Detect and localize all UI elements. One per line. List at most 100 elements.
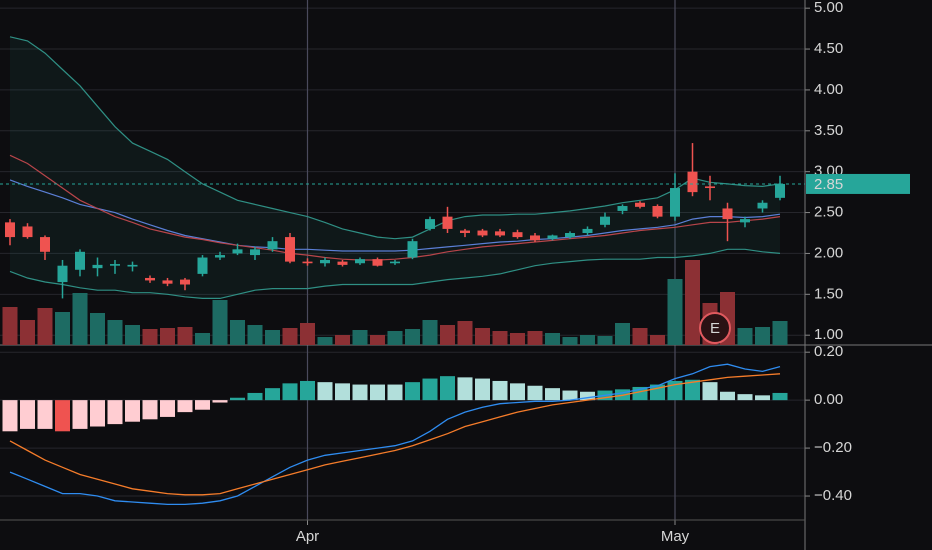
candle-body	[740, 219, 750, 223]
volume-bar	[177, 327, 193, 345]
volume-bar	[527, 331, 543, 345]
histogram-bar	[160, 400, 175, 417]
volume-bar	[55, 312, 70, 345]
histogram-bar	[2, 400, 18, 432]
candle-body	[180, 279, 190, 285]
event-label: E	[710, 320, 720, 337]
candle-body	[250, 249, 260, 256]
y-tick-label: −0.20	[814, 439, 852, 456]
histogram-bar	[440, 376, 455, 401]
volume-bar	[265, 330, 280, 345]
candle-body	[425, 219, 435, 229]
candle-body	[22, 226, 33, 238]
volume-bar	[737, 328, 753, 345]
candle-body	[600, 216, 610, 225]
last-price-box	[806, 173, 910, 194]
volume-bar	[597, 336, 613, 345]
candle-body	[407, 241, 418, 258]
volume-bar	[20, 320, 35, 345]
candle-body	[355, 259, 365, 264]
volume-bar	[510, 333, 525, 345]
candle-body	[197, 257, 208, 274]
volume-bar	[632, 328, 648, 345]
volume-bar	[212, 300, 228, 345]
volume-bar	[685, 260, 700, 345]
volume-bar	[72, 293, 88, 345]
candle-body	[390, 261, 400, 264]
volume-bar	[2, 307, 18, 345]
histogram-bar	[737, 394, 753, 401]
y-tick-label: 0.00	[814, 391, 843, 408]
volume-bar	[142, 329, 158, 345]
volume-bar	[545, 333, 560, 345]
candle-body	[232, 249, 243, 254]
volume-bar	[475, 328, 490, 345]
candle-body	[495, 231, 505, 236]
candle-body	[162, 280, 173, 284]
histogram-bar	[475, 378, 490, 401]
y-tick-label: 3.50	[814, 122, 843, 139]
histogram-bar	[457, 377, 473, 401]
histogram-bar	[282, 383, 298, 401]
volume-bar	[352, 330, 368, 345]
histogram-bar	[405, 382, 420, 401]
candle-body	[460, 230, 470, 233]
candle-body	[337, 261, 348, 265]
event-marker	[699, 312, 731, 344]
histogram-bar	[772, 392, 788, 401]
histogram-bar	[720, 391, 735, 401]
volume-bar	[230, 320, 245, 345]
candle-body	[617, 206, 628, 211]
candle-body	[477, 230, 488, 236]
x-tick-label: May	[661, 528, 690, 545]
histogram-bar	[702, 382, 718, 401]
volume-bar	[160, 328, 175, 345]
y-tick-label: 2.50	[814, 204, 843, 221]
volume-bar	[37, 308, 53, 345]
y-tick-label: −0.40	[814, 487, 852, 504]
candle-body	[92, 264, 103, 269]
histogram-bar	[545, 388, 560, 401]
candle-body	[40, 237, 50, 252]
candle-body	[687, 171, 698, 193]
candle-body	[635, 202, 645, 207]
volume-bar	[562, 337, 578, 345]
candle-body	[145, 277, 155, 281]
volume-bar	[422, 320, 438, 345]
candle-body	[530, 235, 540, 241]
candle-body	[565, 232, 575, 238]
volume-bar	[650, 335, 665, 345]
histogram-bar	[580, 391, 595, 401]
volume-bar	[195, 333, 210, 345]
histogram-bar	[300, 380, 315, 401]
y-tick-label: 5.00	[814, 0, 843, 16]
candle-body	[267, 241, 278, 250]
candle-body	[775, 183, 785, 198]
candle-body	[670, 188, 680, 217]
candle-body	[75, 251, 85, 270]
candle-body	[57, 265, 68, 283]
histogram-bar	[387, 384, 403, 401]
volume-bar	[492, 331, 508, 345]
volume-bar	[335, 335, 350, 345]
overlay-line	[9, 179, 781, 252]
macd-line	[9, 373, 781, 496]
histogram-bar	[562, 390, 578, 401]
x-tick-label: Apr	[296, 528, 319, 545]
histogram-bar	[37, 400, 53, 429]
volume-bar	[90, 313, 105, 345]
histogram-bar	[352, 384, 368, 401]
candle-body	[215, 255, 225, 258]
volume-bar	[247, 325, 263, 345]
volume-bar	[317, 337, 333, 345]
volume-bar	[772, 321, 788, 345]
histogram-bar	[685, 379, 700, 401]
y-tick-label: 4.50	[814, 40, 843, 57]
histogram-bar	[107, 400, 123, 425]
volume-bar	[615, 323, 630, 345]
overlay-line	[9, 248, 781, 299]
volume-bar	[370, 335, 385, 345]
volume-bar	[107, 320, 123, 345]
